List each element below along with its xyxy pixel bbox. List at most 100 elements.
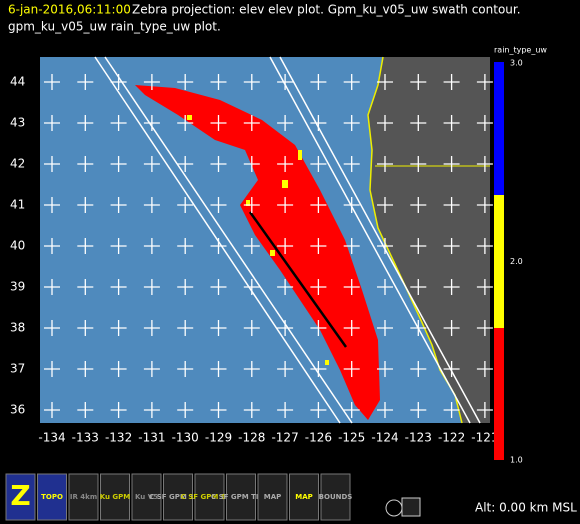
grid-cross [310,320,327,336]
colorbar-tick-label: 1.0 [510,456,523,465]
grid-cross [243,156,260,172]
grid-cross [310,361,327,377]
grid-cross [44,279,60,295]
grid-cross [277,115,294,131]
grid-cross [143,197,160,213]
button-label: TOPO [41,493,63,501]
grid-cross [377,402,393,418]
grid-cross [443,361,460,377]
swath-edges [94,56,481,424]
grid-cross [243,402,260,418]
grid-cross [77,279,94,295]
grid-cross [377,74,393,90]
grid-cross [310,402,327,418]
colorbar-ticks: 3.0 2.0 1.0 [510,59,523,465]
grid-cross [177,361,194,377]
grid-cross [343,238,360,254]
grid-cross [44,197,60,213]
grid-cross [343,156,360,172]
grid-cross [343,115,360,131]
grid-cross [476,115,493,131]
toolbar-button[interactable] [401,497,421,517]
lon-label: -133 [72,431,99,445]
grid-cross [277,156,294,172]
button-face [68,473,99,521]
lon-label: -129 [205,431,232,445]
grid-cross [243,74,260,90]
toolbar-button[interactable]: MAP [289,473,319,521]
colorbar-tick-label: 3.0 [510,59,523,68]
grid-cross [310,156,327,172]
button-face [257,473,288,521]
grid-cross [476,197,493,213]
grid-cross [177,402,194,418]
toolbar-button[interactable]: C SF GPM TEKu [211,473,271,521]
grid-cross [44,115,60,131]
grid-cross [410,197,427,213]
grid-cross [476,279,493,295]
lat-label: 40 [10,239,25,253]
grid-cross [143,74,160,90]
grid-cross [77,115,94,131]
grid-cross [443,238,460,254]
grid-cross [77,320,94,336]
toolbar-button[interactable]: BOUNDS [319,473,353,521]
grid-cross [243,197,260,213]
grid-cross [210,115,227,131]
button-face [194,473,225,521]
grid-cross [177,74,194,90]
grid-cross [277,279,294,295]
grid-cross [310,74,327,90]
grid-cross [443,115,460,131]
toolbar-button[interactable]: Ku V5 [131,473,162,521]
lon-label: -124 [371,431,398,445]
grid-cross [343,279,360,295]
grid-cross [343,361,360,377]
toolbar-button[interactable]: IR 4km [68,473,99,521]
button-face [100,473,130,521]
axis-labels: -134 -133 -132 -131 -130 -129 -128 -127 -126 -125… [10,75,499,445]
grid-cross [110,279,127,295]
lon-label: -131 [138,431,165,445]
button-label: MAP [295,493,313,501]
grid-cross [44,156,60,172]
grid-cross [143,320,160,336]
button-label: Z [10,479,30,512]
cross-section-line [248,211,348,348]
grid-cross [77,402,94,418]
toolbar-button[interactable]: C SF GPM 5 Ku [181,473,239,521]
grid-cross [310,238,327,254]
grid-cross [243,115,260,131]
button-label: IR 4km [70,493,97,501]
toolbar-button[interactable]: Z [5,473,36,521]
button-face [131,473,162,521]
lon-label: -130 [172,431,199,445]
grid-cross [143,402,160,418]
grid-cross [343,402,360,418]
grid-cross [410,402,427,418]
grid-cross [177,197,194,213]
toolbar-button[interactable]: MAP [257,473,288,521]
grid-cross [210,402,227,418]
grid-cross [44,74,60,90]
button-label: BOUNDS [319,493,353,501]
button-face [37,473,67,521]
grid-cross [143,115,160,131]
toolbar-button[interactable]: Ku GPM [100,473,131,521]
grid-cross [476,361,493,377]
lon-label: -121 [471,431,498,445]
grid-cross [44,402,60,418]
grid-cross [277,361,294,377]
grid-cross [110,402,127,418]
lat-label: 37 [10,362,25,376]
grid-cross [143,156,160,172]
grid-cross [377,238,393,254]
grid-cross [243,279,260,295]
toolbar-button[interactable]: C SF GPM 1 Ku [149,473,207,521]
toolbar-button[interactable]: TOPO [37,473,67,521]
grid-cross [343,197,360,213]
grid-cross [177,156,194,172]
lon-label: -122 [438,431,465,445]
